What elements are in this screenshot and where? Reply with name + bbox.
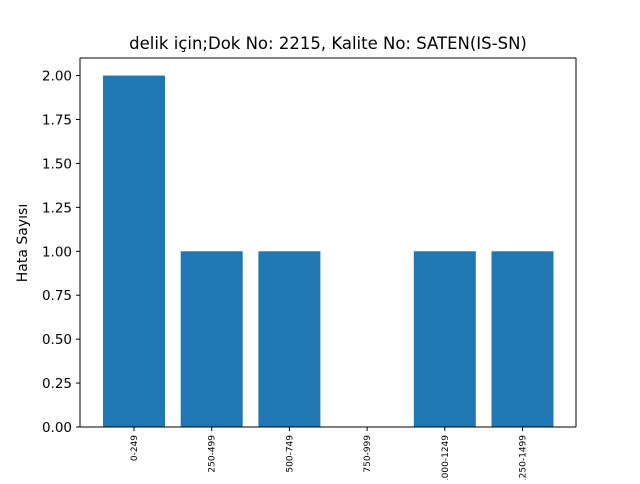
x-tick-label: 750-999 <box>363 435 373 473</box>
bar-1250-1499 <box>491 251 554 427</box>
x-tick-label: 1000-1249 <box>441 435 451 480</box>
y-axis-label: Hata Sayısı <box>15 204 31 282</box>
y-tick-label: 1.00 <box>42 244 72 260</box>
x-tick-label: 0-249 <box>130 435 140 461</box>
plot-area: 0.00 0.25 0.50 0.75 1.00 1.25 1.50 1.75 2.00 0-24… <box>42 57 577 480</box>
x-tick-label: 250-499 <box>208 435 218 473</box>
y-tick-label: 1.25 <box>42 200 72 216</box>
bar-1000-1249 <box>413 251 476 427</box>
bar-250-499 <box>180 251 243 427</box>
x-tick-label: 500-749 <box>285 435 295 473</box>
x-tick-label: 1250-1499 <box>519 435 529 480</box>
y-tick-label: 1.75 <box>42 113 72 129</box>
bar-0-249 <box>103 75 165 427</box>
y-tick-label: 0.75 <box>42 288 72 304</box>
y-tick-label: 0.25 <box>42 376 72 392</box>
y-tick-label: 0.50 <box>42 332 72 348</box>
y-tick-label: 2.00 <box>42 69 72 85</box>
y-tick-label: 0.00 <box>42 420 72 436</box>
y-tick-label: 1.50 <box>42 156 72 172</box>
bar-500-749 <box>258 251 321 427</box>
chart-title: delik için;Dok No: 2215, Kalite No: SATE… <box>129 34 527 53</box>
